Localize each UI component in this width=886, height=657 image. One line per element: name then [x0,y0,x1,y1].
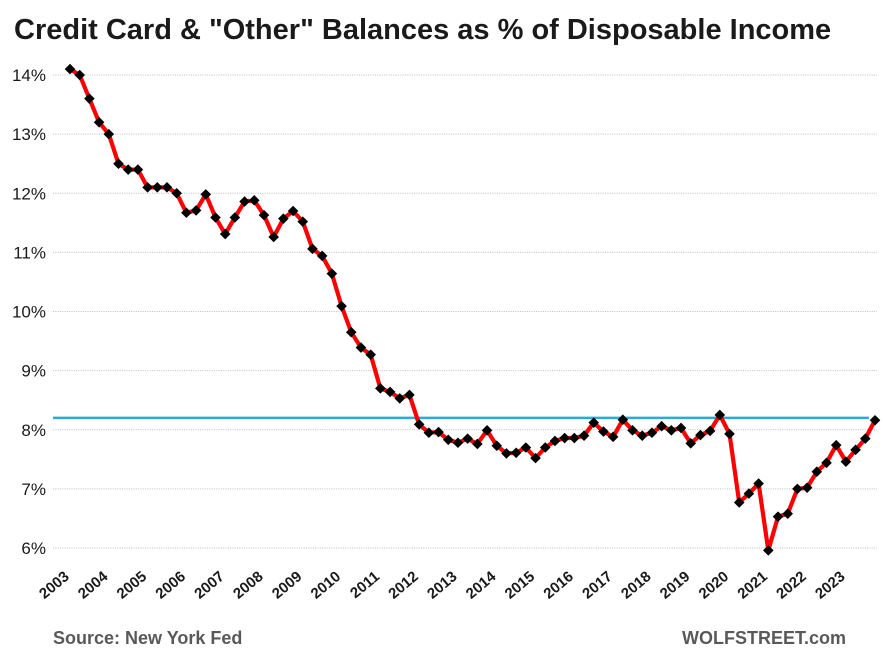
svg-text:2008: 2008 [230,568,266,602]
svg-text:2007: 2007 [191,568,227,602]
svg-text:2005: 2005 [114,568,150,602]
svg-text:2020: 2020 [696,568,732,602]
svg-text:2010: 2010 [308,568,344,602]
svg-text:13%: 13% [12,125,46,144]
svg-text:7%: 7% [21,480,46,499]
svg-text:2022: 2022 [773,568,809,602]
svg-text:2006: 2006 [152,568,188,602]
svg-text:2014: 2014 [463,568,500,603]
svg-text:2016: 2016 [540,568,576,602]
svg-text:6%: 6% [21,539,46,558]
svg-text:14%: 14% [12,66,46,85]
svg-text:2009: 2009 [269,568,305,602]
svg-text:2019: 2019 [657,568,693,602]
svg-text:11%: 11% [13,243,46,262]
svg-text:2013: 2013 [424,568,460,602]
svg-text:2011: 2011 [347,568,383,602]
svg-text:10%: 10% [12,303,46,322]
svg-text:2003: 2003 [36,568,72,602]
svg-text:2015: 2015 [502,568,538,602]
svg-text:2004: 2004 [75,568,112,603]
svg-text:2023: 2023 [812,568,848,602]
svg-text:2018: 2018 [618,568,654,602]
svg-text:8%: 8% [21,421,46,440]
svg-text:2021: 2021 [734,568,770,602]
svg-text:12%: 12% [12,184,46,203]
svg-text:2012: 2012 [385,568,421,602]
svg-text:9%: 9% [21,362,46,381]
svg-text:2017: 2017 [579,568,615,602]
